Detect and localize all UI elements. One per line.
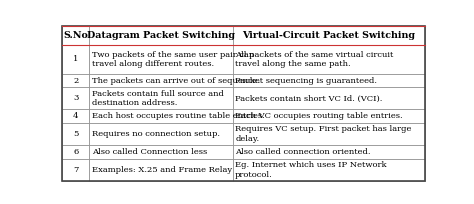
Bar [90,26,233,45]
Bar [90,88,233,109]
Text: 3: 3 [73,94,79,102]
Text: Packet sequencing is guaranteed.: Packet sequencing is guaranteed. [235,77,377,85]
Bar [233,123,425,145]
Text: The packets can arrive out of sequence.: The packets can arrive out of sequence. [92,77,260,85]
Text: 7: 7 [73,166,79,174]
Bar [90,123,233,145]
Text: Eg. Internet which uses IP Network
protocol.: Eg. Internet which uses IP Network proto… [235,161,387,178]
Bar [62,123,90,145]
Bar [90,45,233,74]
Bar [62,145,90,159]
Bar [90,109,233,123]
Text: Each host occupies routine table entries.: Each host occupies routine table entries… [92,112,264,120]
Text: S.No: S.No [64,31,88,40]
Bar [62,88,90,109]
Bar [90,159,233,181]
Text: Datagram Packet Switching: Datagram Packet Switching [87,31,235,40]
Bar [233,88,425,109]
Bar [62,159,90,181]
Text: Requires VC setup. First packet has large
delay.: Requires VC setup. First packet has larg… [235,125,411,143]
Text: Examples: X.25 and Frame Relay: Examples: X.25 and Frame Relay [92,166,232,174]
Bar [62,45,90,74]
Text: 6: 6 [73,148,78,156]
Text: 4: 4 [73,112,79,120]
Text: Two packets of the same user pair can
travel along different routes.: Two packets of the same user pair can tr… [92,51,254,68]
Text: Also called connection oriented.: Also called connection oriented. [235,148,371,156]
Text: 1: 1 [73,55,79,63]
Bar [62,74,90,88]
Bar [62,109,90,123]
Bar [62,26,90,45]
Text: Virtual-Circuit Packet Switching: Virtual-Circuit Packet Switching [242,31,415,40]
Text: Each VC occupies routing table entries.: Each VC occupies routing table entries. [235,112,403,120]
Text: 5: 5 [73,130,79,138]
Bar [233,145,425,159]
Bar [233,109,425,123]
Text: Packets contain short VC Id. (VCI).: Packets contain short VC Id. (VCI). [235,94,383,102]
Text: Requires no connection setup.: Requires no connection setup. [92,130,220,138]
Bar [233,159,425,181]
Text: All packets of the same virtual circuit
travel along the same path.: All packets of the same virtual circuit … [235,51,393,68]
Bar [233,74,425,88]
Text: Packets contain full source and
destination address.: Packets contain full source and destinat… [92,90,224,107]
Text: Also called Connection less: Also called Connection less [92,148,207,156]
Bar [233,45,425,74]
Bar [90,74,233,88]
Bar [233,26,425,45]
Text: 2: 2 [73,77,78,85]
Bar [90,145,233,159]
